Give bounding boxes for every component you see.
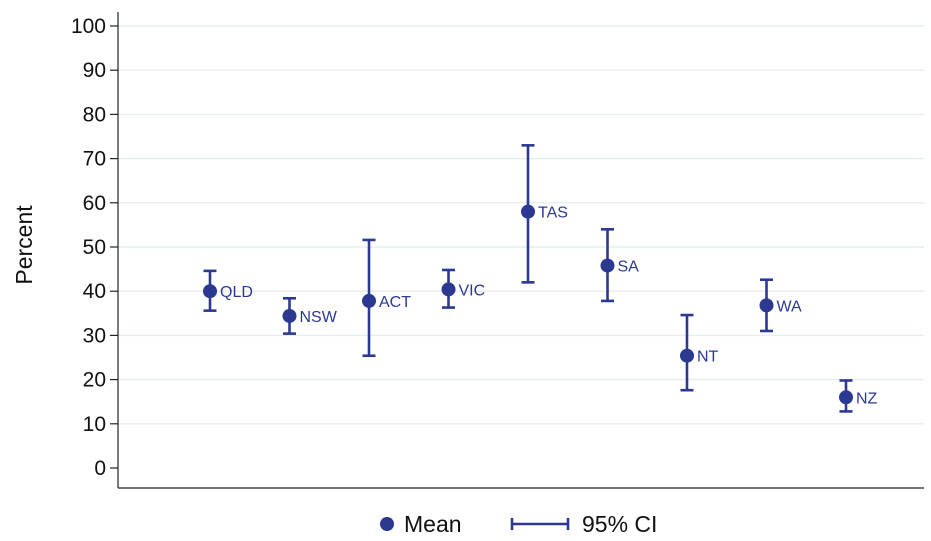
mean-point-qld — [203, 284, 217, 299]
point-label-vic: VIC — [459, 282, 486, 299]
mean-point-act — [362, 293, 376, 308]
y-tick-label-10: 10 — [83, 413, 106, 436]
gridlines — [118, 25, 924, 425]
legend-mean-label: Mean — [404, 511, 462, 537]
point-label-act: ACT — [379, 294, 411, 311]
mean-point-sa — [600, 258, 615, 273]
point-label-qld: QLD — [220, 284, 253, 301]
mean-point-wa — [759, 298, 774, 313]
point-label-nsw: NSW — [300, 309, 338, 326]
legend-mean-marker — [380, 517, 394, 531]
y-tick-label-50: 50 — [83, 236, 106, 259]
mean-point-nt — [680, 348, 694, 363]
y-tick-label-100: 100 — [71, 15, 106, 38]
y-tick-label-20: 20 — [83, 369, 106, 392]
point-label-wa: WA — [777, 298, 803, 315]
y-tick-label-90: 90 — [83, 59, 106, 82]
y-tick-label-30: 30 — [83, 324, 106, 347]
y-axis: 0 10 20 30 40 50 60 70 80 90 100 — [71, 12, 119, 488]
y-axis-label: Percent — [11, 205, 37, 285]
point-label-sa: SA — [618, 259, 640, 276]
legend-ci-label: 95% CI — [582, 511, 657, 537]
mean-point-nsw — [282, 308, 297, 323]
legend-ci-marker — [510, 518, 570, 530]
y-tick-label-40: 40 — [83, 280, 106, 303]
mean-points — [203, 204, 853, 405]
point-label-tas: TAS — [538, 205, 568, 222]
mean-point-vic — [441, 282, 456, 297]
y-tick-label-60: 60 — [83, 192, 106, 215]
y-tick-label-80: 80 — [83, 103, 106, 126]
point-labels: QLD NSW ACT VIC TAS SA NT WA NZ — [220, 205, 878, 408]
mean-point-nz — [839, 390, 853, 405]
y-tick-label-70: 70 — [83, 148, 106, 171]
ci-bars — [203, 144, 853, 413]
mean-point-tas — [521, 204, 535, 219]
legend: Mean 95% CI — [380, 511, 657, 537]
point-label-nt: NT — [697, 349, 719, 366]
y-tick-label-0: 0 — [94, 457, 106, 480]
point-label-nz: NZ — [856, 390, 878, 407]
